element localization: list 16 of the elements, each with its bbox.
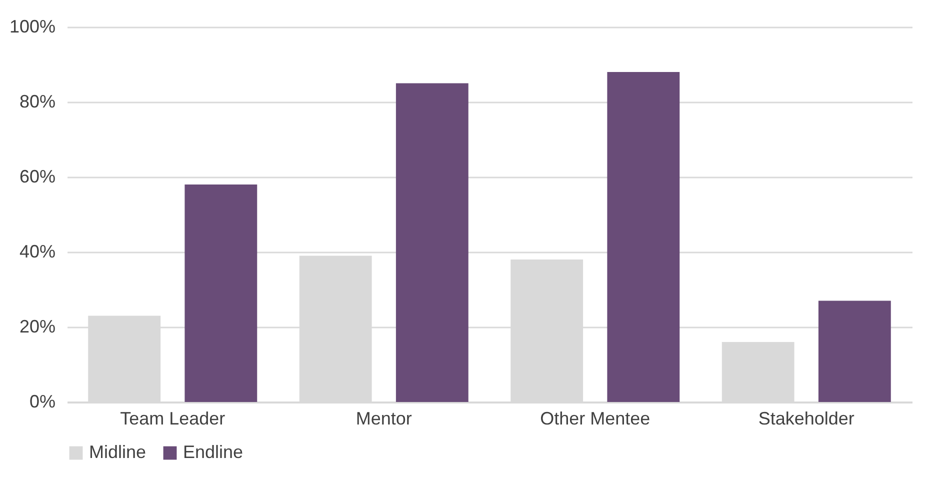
legend-label: Midline [89, 442, 146, 462]
y-tick-label: 80% [19, 92, 56, 112]
legend-label: Endline [183, 442, 244, 462]
x-tick-label: Team Leader [120, 408, 226, 428]
x-tick-label: Mentor [356, 408, 412, 428]
y-tick-label: 0% [29, 392, 56, 412]
bar [184, 184, 258, 402]
x-tick-label: Other Mentee [540, 408, 650, 428]
x-tick-label: Stakeholder [758, 408, 854, 428]
y-tick-label: 60% [19, 166, 56, 186]
y-tick-label: 100% [9, 16, 56, 36]
bar [607, 72, 680, 402]
y-tick-label: 40% [19, 242, 56, 262]
y-tick-label: 20% [19, 316, 56, 336]
bar [818, 300, 891, 402]
bar [396, 83, 468, 402]
